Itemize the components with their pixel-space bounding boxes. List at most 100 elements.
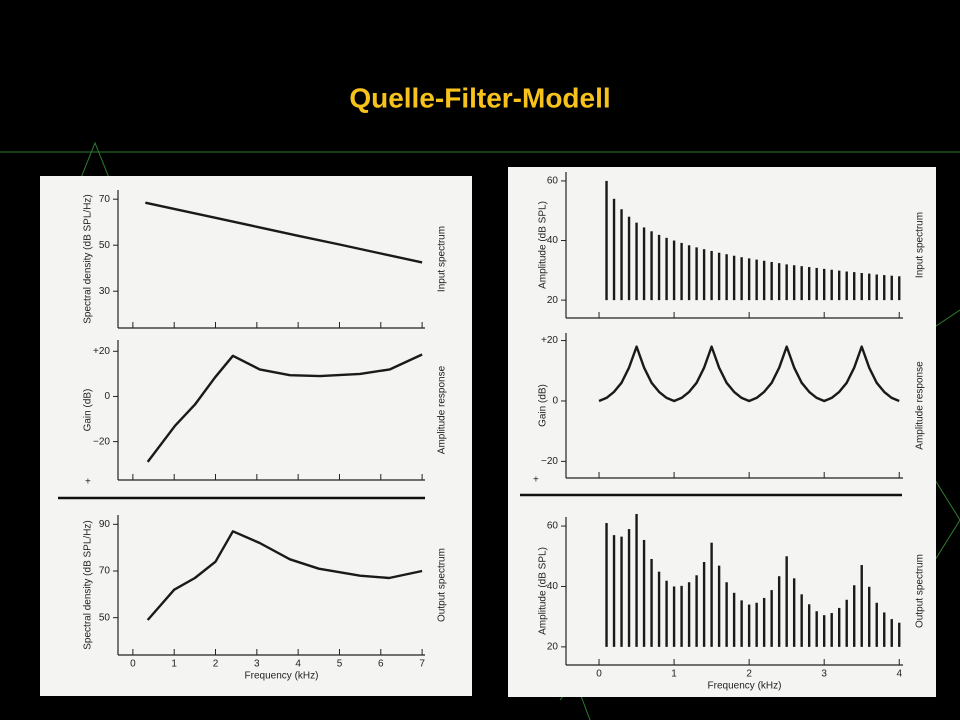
bar <box>695 575 698 647</box>
x-tick-label: 3 <box>254 659 260 670</box>
y-axis-label: Gain (dB) <box>538 384 549 427</box>
y-axis-label: Gain (dB) <box>83 389 94 432</box>
bar <box>612 535 616 647</box>
y-tick-label: −20 <box>541 456 558 467</box>
x-tick-label: 3 <box>821 669 827 680</box>
y-tick-label: 60 <box>547 521 559 532</box>
bar <box>702 249 706 301</box>
bar <box>747 604 751 647</box>
x-axis-label: Frequency (kHz) <box>708 681 782 692</box>
bar <box>702 562 706 647</box>
y-tick-label: 50 <box>99 612 111 623</box>
y-tick-label: 70 <box>99 194 111 205</box>
bar <box>822 615 826 647</box>
side-label: Output spectrum <box>915 554 926 628</box>
bar <box>680 585 683 647</box>
x-tick-label: 2 <box>213 659 219 670</box>
bar <box>785 556 788 647</box>
x-tick-label: 4 <box>295 659 301 670</box>
bar <box>650 231 653 301</box>
x-tick-label: 4 <box>896 669 902 680</box>
x-tick-label: 6 <box>378 659 384 670</box>
bar <box>800 594 803 647</box>
bar <box>747 258 751 301</box>
bar <box>620 536 623 647</box>
bar <box>860 565 863 647</box>
bar <box>830 269 833 301</box>
bar <box>672 240 676 301</box>
y-axis-label: Amplitude (dB SPL) <box>538 547 549 635</box>
bar <box>755 259 758 301</box>
bar <box>605 523 608 647</box>
bar <box>620 209 623 301</box>
bar <box>807 604 811 647</box>
x-tick-label: 0 <box>130 659 136 670</box>
y-axis-label: Amplitude (dB SPL) <box>538 201 549 289</box>
bar <box>725 582 728 647</box>
x-tick-label: 7 <box>419 659 425 670</box>
bar <box>605 180 608 301</box>
x-tick-label: 0 <box>596 669 602 680</box>
bar <box>710 250 713 301</box>
annotation: + <box>85 477 91 488</box>
bar <box>762 260 766 301</box>
bar <box>687 245 691 301</box>
slide-title: Quelle-Filter-Modell <box>349 82 610 113</box>
bar <box>792 578 796 647</box>
bar <box>672 586 676 647</box>
bar <box>732 592 736 647</box>
x-tick-label: 1 <box>171 659 177 670</box>
annotation: + <box>533 475 539 486</box>
bar <box>898 622 901 647</box>
y-tick-label: 90 <box>99 519 111 530</box>
bar <box>635 222 638 301</box>
x-tick-label: 2 <box>746 669 752 680</box>
bar <box>868 586 871 647</box>
bar <box>740 600 743 647</box>
bar <box>665 580 668 647</box>
y-tick-label: 0 <box>104 391 110 402</box>
data-line <box>146 530 423 621</box>
bar <box>657 571 661 647</box>
bar <box>657 234 661 301</box>
x-axis-label: Frequency (kHz) <box>245 671 319 682</box>
y-tick-label: 50 <box>99 240 111 251</box>
y-tick-label: 60 <box>547 176 559 187</box>
bar <box>853 272 856 301</box>
bar <box>875 274 878 301</box>
y-axis-label: Spectral density (dB SPL/Hz) <box>83 194 94 324</box>
side-label: Input spectrum <box>915 212 926 278</box>
y-tick-label: +20 <box>93 346 110 357</box>
bar <box>838 270 841 301</box>
right-figure <box>508 167 936 697</box>
y-axis-label: Spectral density (dB SPL/Hz) <box>83 520 94 650</box>
y-tick-label: 40 <box>547 581 559 592</box>
data-line <box>145 201 423 264</box>
bar <box>680 242 683 301</box>
bar <box>717 565 721 647</box>
bar <box>740 257 743 301</box>
x-tick-label: 5 <box>337 659 343 670</box>
y-tick-label: 30 <box>99 286 111 297</box>
bar <box>868 273 871 301</box>
bar <box>762 597 766 647</box>
bar <box>822 268 826 301</box>
bar <box>800 266 803 301</box>
y-tick-label: 70 <box>99 566 111 577</box>
side-label: Input spectrum <box>437 226 448 292</box>
side-label: Amplitude response <box>437 365 448 454</box>
bar <box>875 602 878 647</box>
bar <box>627 529 631 647</box>
bar <box>770 590 773 647</box>
bar <box>792 265 796 301</box>
bar <box>732 255 736 301</box>
y-tick-label: 20 <box>547 295 559 306</box>
bar <box>717 252 721 301</box>
bar <box>890 275 893 301</box>
bar <box>695 247 698 301</box>
left-figure <box>40 176 472 696</box>
bar <box>642 539 646 647</box>
bar <box>785 264 788 301</box>
